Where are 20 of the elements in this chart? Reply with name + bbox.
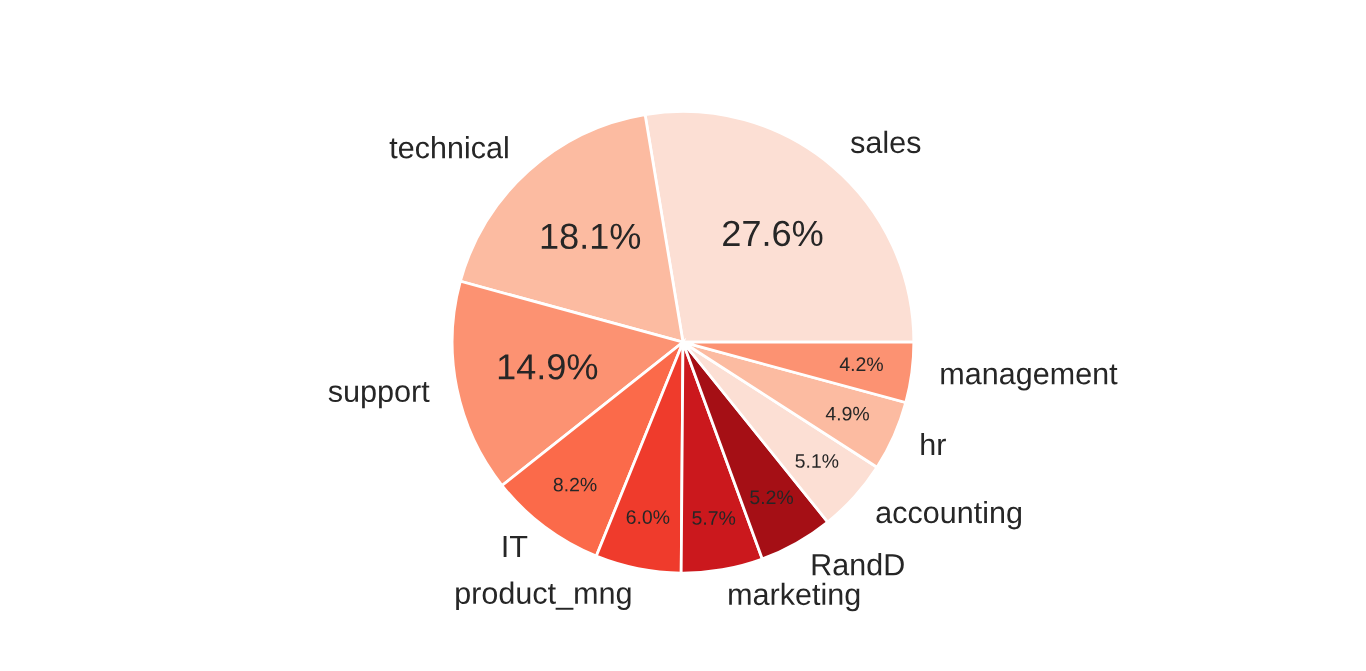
slice-label: support [328, 382, 430, 409]
slice-label: accounting [876, 500, 1021, 530]
slice-label: marketing [729, 582, 860, 612]
slice-label: IT [503, 535, 528, 557]
slice-label: sales [850, 130, 921, 154]
data-label: 8.2% [553, 477, 597, 492]
data-label: 5.7% [692, 511, 736, 525]
data-label: 14.9% [498, 354, 598, 380]
data-label: 4.9% [825, 406, 869, 421]
slice-label: management [941, 364, 1118, 391]
slice-label: hr [921, 432, 946, 456]
data-label: 5.2% [750, 490, 794, 505]
data-label: 18.1% [541, 223, 641, 250]
slice-label: RandD [812, 553, 904, 576]
data-label: 6.0% [626, 510, 670, 525]
slice-label: product_mng [456, 581, 631, 610]
data-label: 5.1% [795, 454, 839, 468]
data-label: 4.2% [839, 357, 883, 372]
slice-label: technical [389, 136, 508, 159]
data-label: 27.6% [723, 220, 823, 247]
